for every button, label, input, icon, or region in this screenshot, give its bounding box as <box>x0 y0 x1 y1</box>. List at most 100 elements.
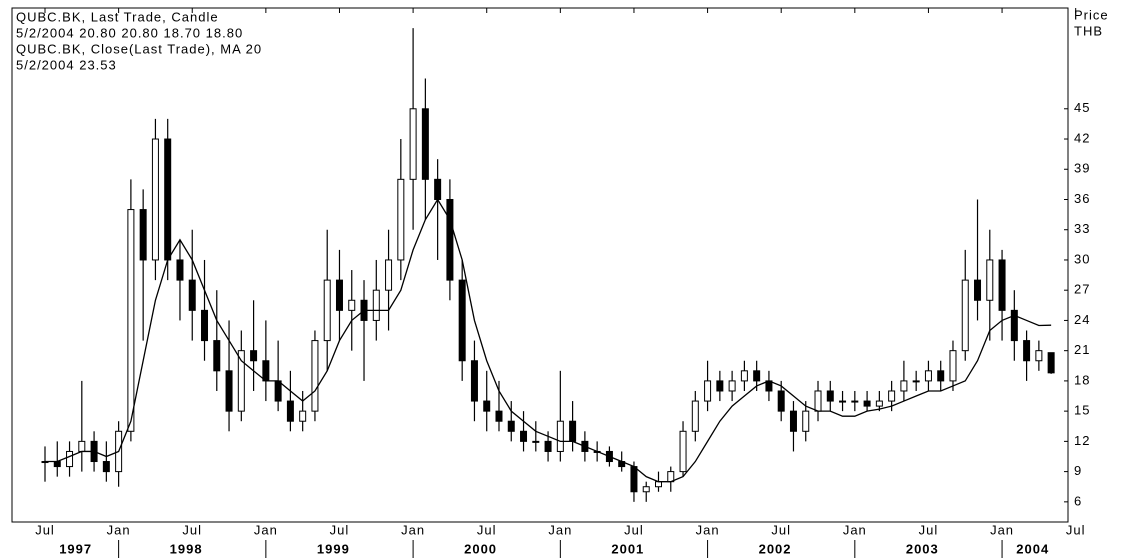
y-tick-label: 15 <box>1074 403 1090 418</box>
candle-body <box>495 410 503 422</box>
y-tick-label: 24 <box>1074 312 1090 327</box>
candle-body <box>814 390 822 412</box>
candle-body <box>66 450 74 468</box>
candle-body <box>127 209 135 432</box>
candle-body <box>826 390 834 402</box>
candle-body <box>250 350 258 362</box>
y-tick-label: 33 <box>1074 221 1090 236</box>
x-tick-label: Jul <box>477 522 497 537</box>
y-tick-label: 30 <box>1074 251 1090 266</box>
line-label: QUBC.BK, Close(Last Trade), MA 20 <box>16 41 262 56</box>
y-tick-label: 9 <box>1074 463 1082 478</box>
candle-body <box>483 400 491 412</box>
ma-line <box>45 198 1052 483</box>
candle-body <box>176 259 184 281</box>
year-label: 1999 <box>317 541 350 556</box>
x-tick-label: Jan <box>107 522 131 537</box>
candle-body <box>728 380 736 392</box>
y-tick-label: 12 <box>1074 433 1090 448</box>
candle-body <box>274 380 282 402</box>
x-tick-label: Jul <box>624 522 644 537</box>
year-label: 1997 <box>59 541 92 556</box>
candle-body <box>839 400 847 403</box>
candle-body <box>716 380 724 392</box>
candle-body <box>655 481 662 488</box>
year-label: 2000 <box>464 541 497 556</box>
y-tick-label: 45 <box>1074 100 1090 115</box>
candle-body <box>311 340 319 412</box>
y-tick-label: 18 <box>1074 372 1090 387</box>
candle-body <box>507 420 515 432</box>
year-label: 2004 <box>1016 541 1049 556</box>
x-tick-label: Jul <box>771 522 791 537</box>
x-tick-label: Jan <box>990 522 1014 537</box>
candle-body <box>53 461 61 468</box>
candle-body <box>532 440 540 443</box>
candle-body <box>225 370 233 412</box>
candle-body <box>777 390 785 412</box>
candle-body <box>924 370 932 382</box>
candle-body <box>385 259 393 291</box>
y-tick-label: 42 <box>1074 130 1090 145</box>
candle-body <box>348 299 356 311</box>
candle-body <box>544 440 552 452</box>
year-label: 2001 <box>611 541 644 556</box>
y-axis-label: Price <box>1074 7 1109 22</box>
year-label: 1998 <box>170 541 203 556</box>
plot-frame <box>11 7 1069 523</box>
candle-body <box>262 360 270 382</box>
year-label: 2002 <box>759 541 792 556</box>
candle-body <box>900 380 908 392</box>
candle-body <box>286 400 294 422</box>
y-tick-label: 39 <box>1074 161 1090 176</box>
x-tick-label: Jul <box>1066 522 1086 537</box>
candle-body <box>213 340 221 372</box>
candle-body <box>409 108 417 180</box>
candle-body <box>998 259 1006 311</box>
candle-body <box>569 420 577 442</box>
candle-body <box>1023 340 1031 362</box>
candle-body <box>139 209 147 261</box>
candle-body <box>201 309 209 342</box>
candle-body <box>78 440 86 452</box>
candle-body <box>642 486 650 493</box>
candle-body <box>470 360 478 402</box>
candle-body <box>863 400 871 407</box>
x-tick-label: Jan <box>696 522 720 537</box>
x-tick-label: Jan <box>548 522 572 537</box>
candle-body <box>164 138 172 261</box>
candle-body <box>237 350 245 412</box>
y-tick-label: 21 <box>1074 342 1090 357</box>
candle-body <box>188 279 196 311</box>
candle-body <box>888 390 896 402</box>
candle-body <box>397 178 405 261</box>
candle-body <box>851 400 859 403</box>
candle-body <box>421 108 429 180</box>
candle-body <box>1010 309 1018 342</box>
y-tick-label: 36 <box>1074 191 1090 206</box>
candle-body <box>789 410 797 432</box>
candle-body <box>299 410 307 422</box>
x-tick-label: Jul <box>182 522 202 537</box>
candle-body <box>974 279 982 301</box>
candle-body <box>630 466 638 493</box>
candle-body <box>323 279 331 342</box>
candle-last: 5/2/2004 20.80 20.80 18.70 18.80 <box>16 25 243 40</box>
year-label: 2003 <box>906 541 939 556</box>
y-tick-label: 6 <box>1074 493 1082 508</box>
x-tick-label: Jul <box>330 522 350 537</box>
candle-body <box>446 198 454 281</box>
candle-body <box>961 279 969 352</box>
candle-body <box>691 400 699 432</box>
x-tick-label: Jan <box>254 522 278 537</box>
candle-body <box>802 410 810 432</box>
candle-body <box>949 350 957 382</box>
y-axis-unit: THB <box>1074 23 1103 38</box>
x-tick-label: Jan <box>401 522 425 537</box>
y-tick-label: 27 <box>1074 282 1090 297</box>
candle-body <box>875 400 883 407</box>
x-tick-label: Jul <box>35 522 55 537</box>
candle-body <box>372 289 380 321</box>
line-last: 5/2/2004 23.53 <box>16 57 117 72</box>
